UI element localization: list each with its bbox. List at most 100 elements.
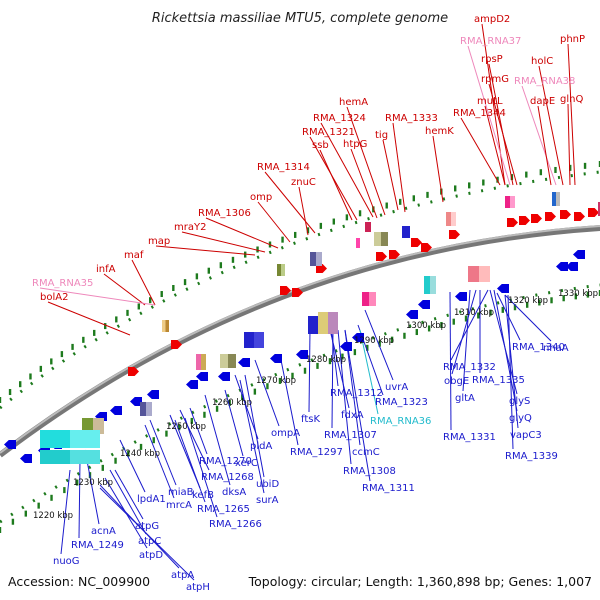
kbp-tick <box>385 202 388 209</box>
reverse-gene-arrow <box>4 440 16 449</box>
gene-label-phnp: phnP <box>560 34 585 45</box>
kbp-tick <box>501 306 504 313</box>
reverse-gene-arrow <box>573 250 585 259</box>
gene-label-rma-1265: RMA_1265 <box>197 504 250 515</box>
gene-label-mutl: mutL <box>477 96 503 107</box>
leader-line-ompa <box>254 359 280 427</box>
gene-label-plda: pldA <box>250 441 272 452</box>
gene-label-glys: glyS <box>509 396 530 407</box>
kbp-tick <box>172 285 175 291</box>
gene-label-ftsk: ftsK <box>301 414 320 425</box>
gene-feature-block <box>362 292 376 306</box>
kbp-ticks <box>0 161 600 533</box>
reverse-gene-arrow <box>556 262 568 271</box>
leader-line-rma-rna35 <box>39 287 156 306</box>
kbp-scale-labels: 1220 kbp 1230 kbp 1240 kbp 1250 kbp 1260 kbp… <box>33 289 598 521</box>
leader-line-rma-1297 <box>279 354 299 446</box>
reverse-gene-arrow <box>296 350 308 359</box>
gene-label-rma-1297: RMA_1297 <box>290 447 343 458</box>
kbp-tick <box>464 315 468 322</box>
kbp-tick <box>574 293 577 300</box>
leader-line-rma-1311 <box>344 329 371 482</box>
leader-line-rma-1270 <box>189 407 208 455</box>
reverse-gene-arrow <box>340 342 352 351</box>
kbp-tick <box>569 164 572 171</box>
kbp-tick <box>358 210 362 217</box>
gene-label-mrca: mrcA <box>166 500 192 511</box>
kbp-tick <box>291 372 294 379</box>
gene-label-rma-rna37: RMA_RNA37 <box>460 36 521 47</box>
kbp-tick <box>452 318 455 325</box>
kbp-label-1220-kbp: 1220 kbp <box>33 511 73 521</box>
gene-feature-block <box>310 252 322 266</box>
kbp-tick <box>598 290 600 296</box>
gene-label-fdxa: fdxA <box>341 410 364 421</box>
kbp-tick <box>19 381 22 388</box>
gene-label-rma-1339: RMA_1339 <box>505 451 558 462</box>
kbp-tick <box>228 399 231 406</box>
kbp-tick <box>266 383 269 390</box>
gene-feature-block <box>40 430 100 448</box>
reverse-gene-arrow <box>218 372 230 381</box>
gene-label-mray2: mraY2 <box>174 222 206 233</box>
kbp-tick <box>281 236 284 243</box>
outer-track-ring <box>0 170 600 410</box>
gene-label-omp: omp <box>250 192 272 203</box>
kbp-tick <box>332 218 336 225</box>
leader-line-glta <box>462 289 471 392</box>
kbp-tick <box>203 411 206 418</box>
gene-label-nuog: nuoG <box>53 556 80 567</box>
kbp-label-1260-kbp: 1260 kbp <box>212 398 252 408</box>
kbp-tick <box>50 358 53 365</box>
kbp-label-1300-kbp: 1300 kbp <box>406 321 446 331</box>
gene-label-glta: gltA <box>455 393 475 404</box>
gene-feature-block <box>598 202 600 216</box>
leader-line-znuc <box>298 186 309 236</box>
gene-labels: ampD2 RMA_RNA37 rpsP rpmG phnP holC RMA_RNA38d… <box>32 14 585 593</box>
kbp-tick <box>415 329 418 336</box>
forward-gene-arrow <box>411 238 422 247</box>
kbp-tick <box>525 171 528 178</box>
forward-gene-arrow <box>588 208 599 217</box>
leader-line-rma-1332 <box>450 289 489 361</box>
genome-summary-text: Topology: circular; Length: 1,360,898 bp… <box>248 574 592 589</box>
leader-line-nhaa <box>504 294 552 342</box>
leader-line-nuog <box>60 469 71 555</box>
kbp-tick <box>306 227 310 234</box>
leader-line-rma-rna38 <box>521 85 557 186</box>
gene-label-obge: obgE <box>444 376 469 387</box>
kbp-tick <box>496 176 499 183</box>
gene-label-vapc3: vapC3 <box>510 430 542 441</box>
kbp-tick <box>403 332 406 339</box>
kbp-label-1250-kbp: 1250 kbp <box>166 422 206 432</box>
forward-gene-arrow <box>389 250 400 259</box>
gene-label-rma-1344: RMA_1344 <box>453 108 506 119</box>
kbp-tick <box>71 343 74 350</box>
kbp-tick <box>550 297 553 304</box>
gene-feature-block <box>505 196 515 208</box>
leader-line-obge <box>451 289 477 375</box>
reverse-gene-arrow <box>418 300 430 309</box>
kbp-tick <box>177 424 181 431</box>
kbp-label-1330-kbp: 1330 kbp <box>558 289 598 299</box>
leader-line-dape <box>537 105 552 186</box>
leader-line-glnq <box>567 103 571 186</box>
leader-line-sura <box>239 379 265 494</box>
gene-label-ccmc: ccmC <box>352 447 380 458</box>
gene-feature-block <box>220 354 236 368</box>
gene-label-rpmg: rpmG <box>481 74 509 85</box>
reverse-gene-arrow <box>147 390 159 399</box>
reverse-gene-arrow <box>186 380 198 389</box>
leader-line-rma-1339 <box>507 294 514 450</box>
leader-line-rma-1331 <box>449 291 452 431</box>
gene-label-atpc: atpC <box>138 536 161 547</box>
kbp-tick <box>160 291 163 298</box>
leader-line-rma-1308 <box>337 329 352 465</box>
kbp-tick <box>482 179 485 186</box>
kbp-tick <box>513 304 517 311</box>
gene-label-rma-rna36: RMA_RNA36 <box>370 416 431 427</box>
gene-label-rma-1270: RMA_1270 <box>199 456 252 467</box>
gene-label-sura: surA <box>256 495 279 506</box>
kbp-tick <box>114 457 117 464</box>
kbp-tick <box>345 214 349 221</box>
